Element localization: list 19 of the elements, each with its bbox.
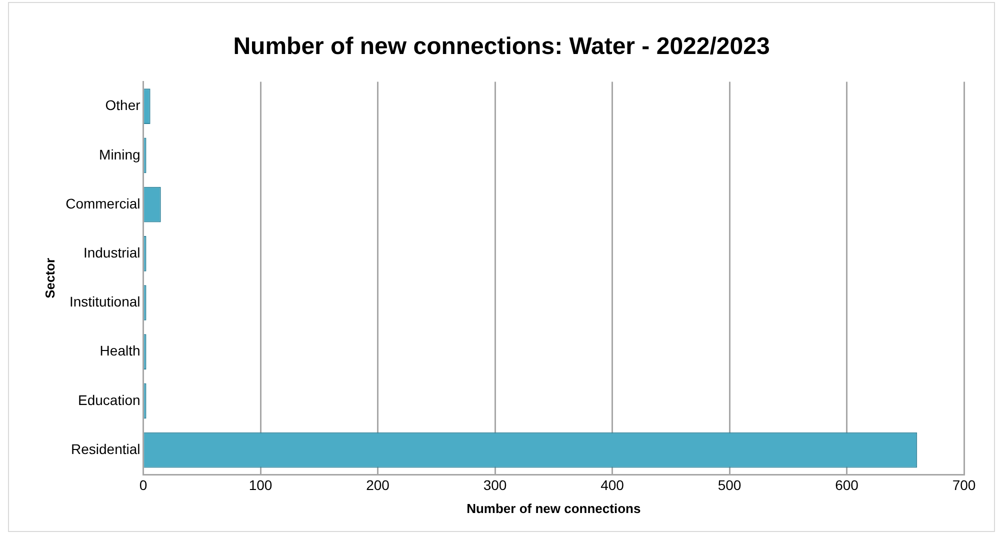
y-tick-label: Institutional — [69, 294, 140, 310]
x-axis-title: Number of new connections — [466, 500, 641, 516]
y-tick-label: Industrial — [83, 244, 140, 261]
x-tick-label: 200 — [366, 476, 390, 493]
chart-title: Number of new connections: Water - 2022/2023 — [233, 33, 770, 60]
x-tick-label: 500 — [718, 476, 742, 493]
y-tick-label: Residential — [71, 440, 140, 457]
x-tick-label: 700 — [952, 476, 976, 493]
y-tick-label: Commercial — [66, 195, 140, 212]
x-tick-label: 0 — [139, 476, 148, 493]
x-tick-label: 600 — [835, 476, 859, 493]
x-tick-label: 100 — [248, 476, 272, 493]
x-tick-label: 300 — [483, 476, 507, 493]
y-tick-label: Health — [100, 342, 140, 359]
y-axis-title: Sector — [42, 258, 58, 298]
x-tick-label: 400 — [600, 476, 624, 493]
y-tick-label: Education — [78, 392, 140, 408]
y-tick-label: Other — [105, 97, 141, 114]
y-tick-label: Mining — [99, 146, 140, 162]
